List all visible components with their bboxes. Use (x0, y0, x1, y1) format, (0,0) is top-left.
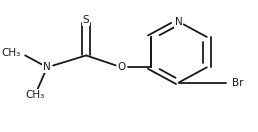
Text: Br: Br (232, 77, 244, 88)
Text: N: N (175, 17, 183, 27)
Text: S: S (83, 15, 90, 25)
Text: CH₃: CH₃ (25, 90, 45, 100)
Text: CH₃: CH₃ (1, 48, 20, 58)
Text: N: N (43, 62, 51, 72)
Text: O: O (117, 62, 126, 72)
